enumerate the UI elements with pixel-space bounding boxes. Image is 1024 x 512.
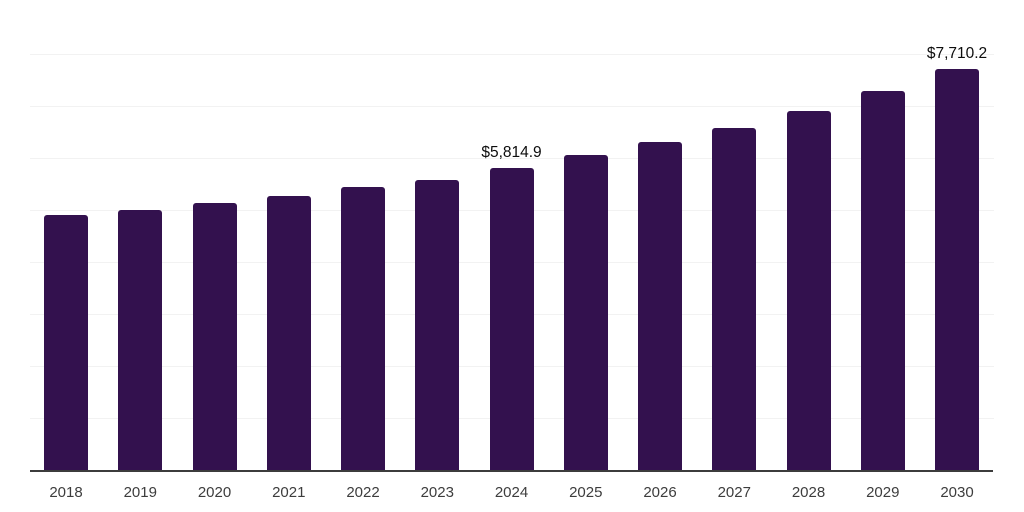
x-axis-tick-label-2018: 2018 [49, 484, 83, 501]
bar-2029 [860, 90, 905, 470]
x-axis-tick-label-2026: 2026 [643, 484, 677, 501]
x-axis-tick-label-2025: 2025 [569, 484, 603, 501]
bar-2020 [192, 203, 237, 470]
bar-2021 [266, 196, 311, 470]
x-axis-tick-label-2019: 2019 [123, 484, 157, 501]
bar-2018 [44, 214, 88, 470]
gridline [30, 106, 994, 107]
bar-2022 [341, 186, 385, 470]
bar-2027 [712, 127, 757, 470]
gridline [30, 158, 994, 159]
bar-value-label-2030: $7,710.2 [926, 45, 988, 63]
x-axis-tick-label-2023: 2023 [420, 484, 454, 501]
x-axis-tick-label-2029: 2029 [866, 484, 900, 501]
bar-2025 [563, 155, 608, 470]
x-axis-tick-label-2030: 2030 [940, 484, 974, 501]
x-axis-tick-label-2024: 2024 [494, 484, 529, 501]
bar-value-label-2024: $5,814.9 [481, 143, 542, 161]
x-axis-tick-label-2022: 2022 [346, 484, 380, 501]
x-axis-line [30, 470, 993, 472]
bar-2030 [935, 69, 979, 470]
x-axis-tick-label-2020: 2020 [197, 484, 232, 501]
bar-2026 [638, 142, 682, 470]
x-axis-tick-label-2028: 2028 [791, 484, 826, 501]
bar-2024 [489, 167, 534, 470]
bar-2019 [118, 209, 163, 470]
x-axis-tick-label-2021: 2021 [272, 484, 306, 501]
bar-2028 [786, 110, 831, 470]
bar-2023 [415, 179, 460, 470]
gridline [30, 54, 994, 55]
x-axis-tick-label-2027: 2027 [717, 484, 751, 501]
plot-area: $5,814.9 $7,710.2 [30, 2, 994, 472]
